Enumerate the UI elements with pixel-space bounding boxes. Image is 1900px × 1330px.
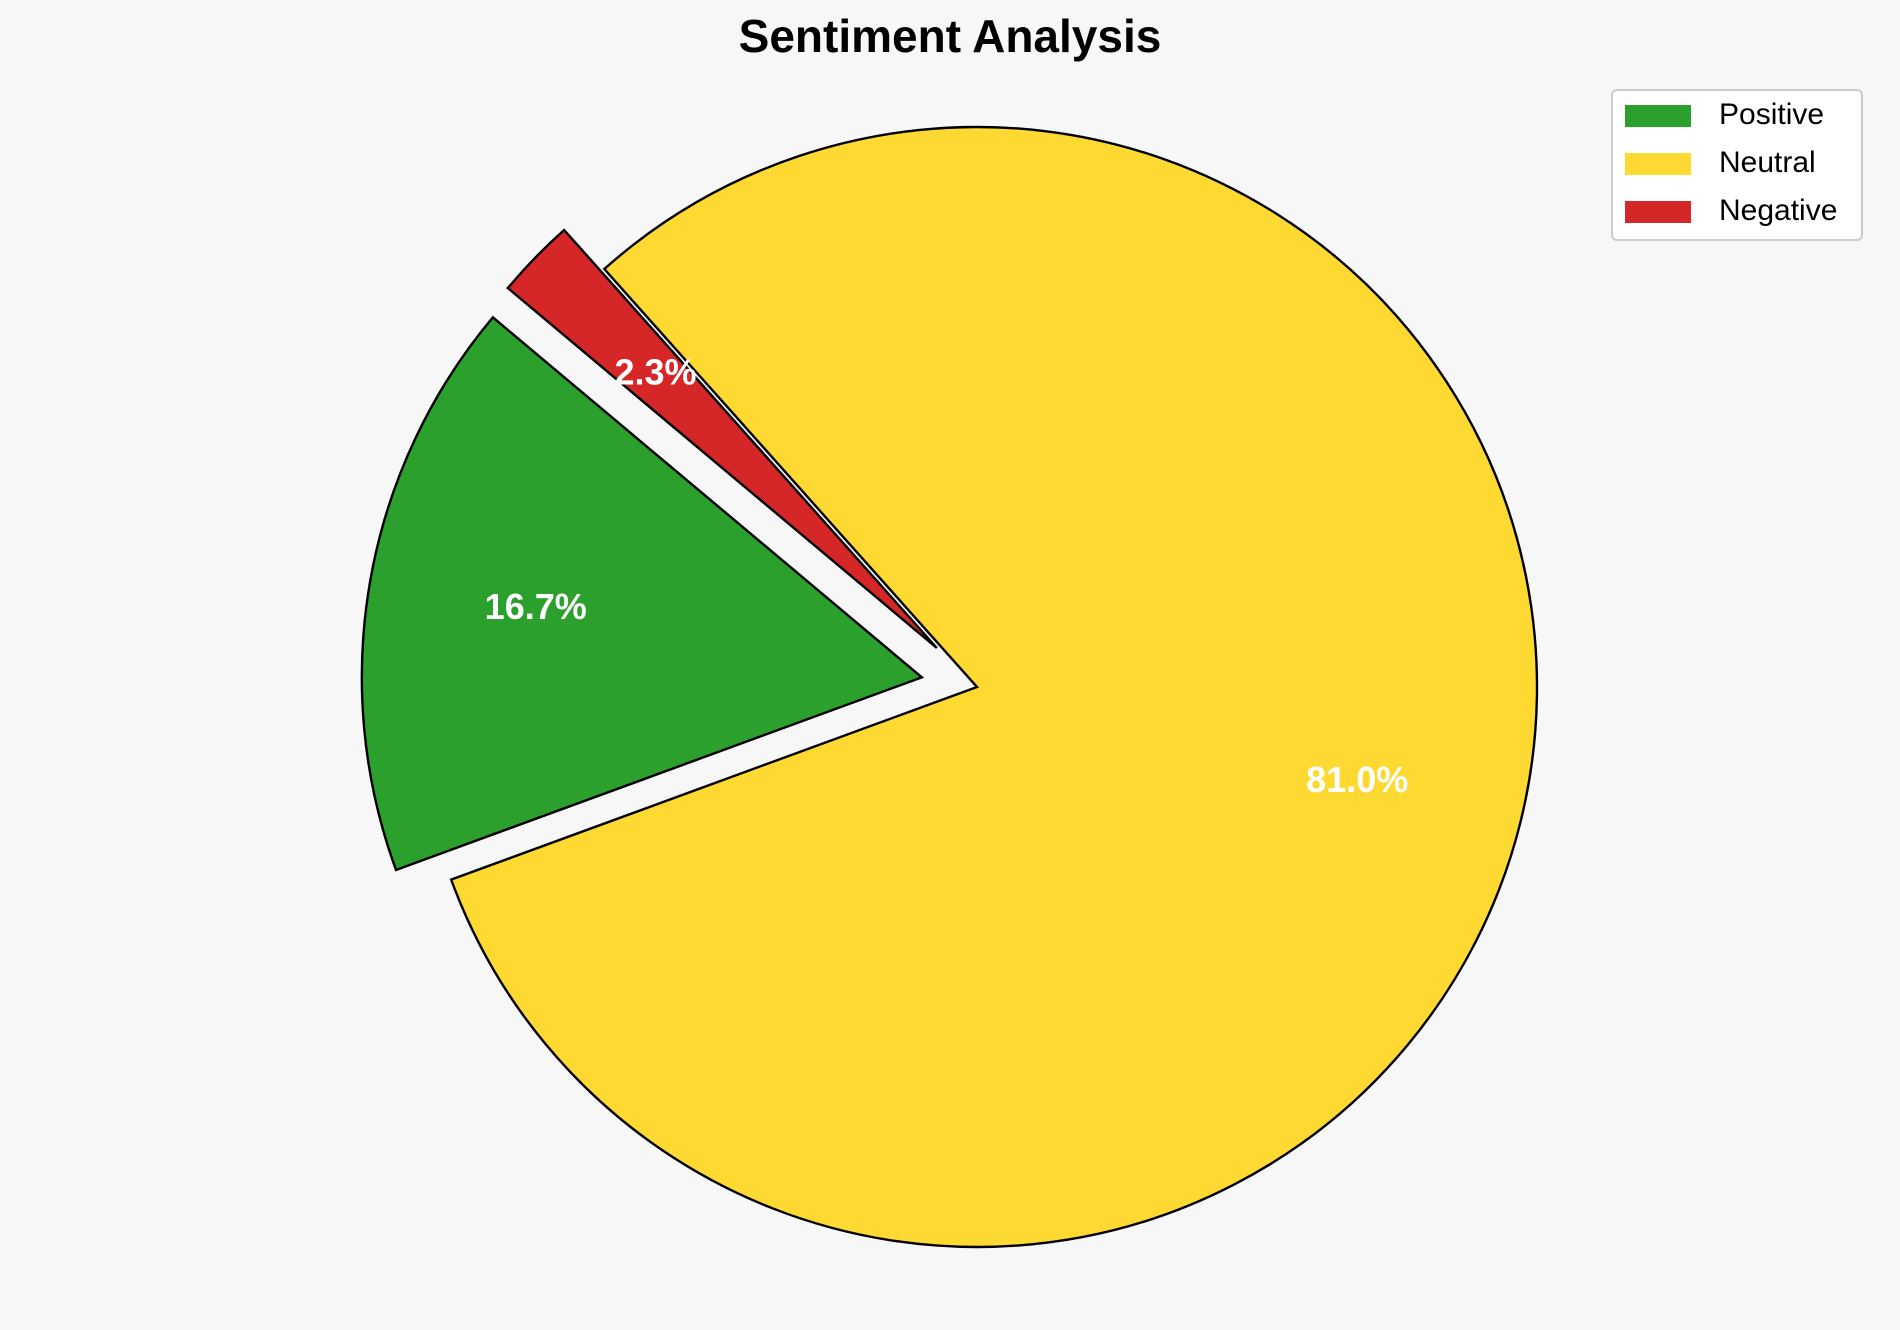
- legend-swatch: [1625, 105, 1691, 127]
- value-label: 16.7%: [485, 586, 587, 627]
- value-label: 81.0%: [1306, 759, 1408, 800]
- legend-label: Positive: [1719, 98, 1824, 131]
- pie-slice: [449, 125, 1539, 1249]
- legend-label: Negative: [1719, 194, 1837, 227]
- value-labels: 16.7% 81.0% 2.3%: [485, 352, 1409, 800]
- legend-swatch: [1625, 153, 1691, 175]
- legend-swatch: [1625, 201, 1691, 223]
- pie-slice: [360, 315, 925, 872]
- value-label: 2.3%: [614, 352, 696, 393]
- legend: Positive Neutral Negative: [1611, 89, 1863, 241]
- pie-slice: [506, 228, 938, 649]
- chart-title: Sentiment Analysis: [739, 10, 1162, 62]
- legend-label: Neutral: [1719, 146, 1816, 179]
- pie: [360, 125, 1539, 1249]
